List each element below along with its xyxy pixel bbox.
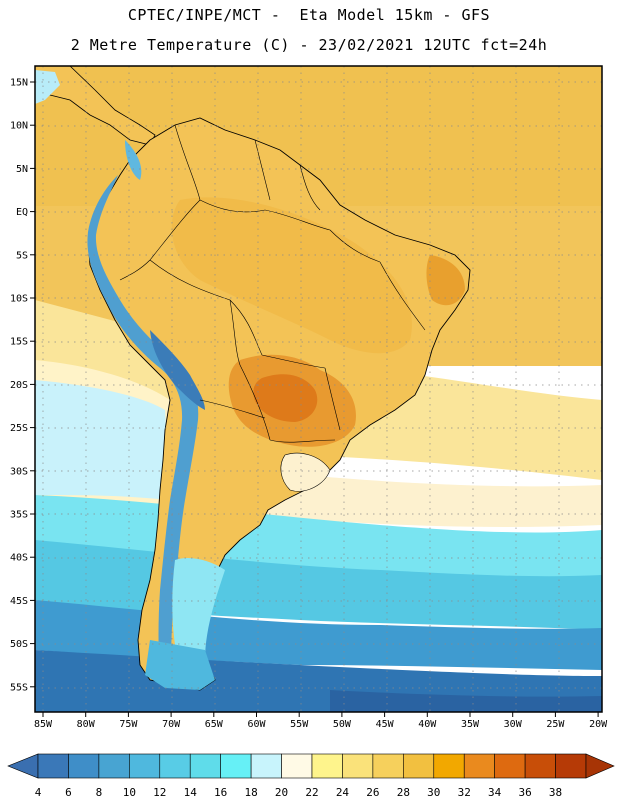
lat-label: 15S xyxy=(10,337,28,348)
legend-value: 22 xyxy=(305,786,318,799)
hot-core xyxy=(253,374,318,422)
lon-label: 55W xyxy=(290,719,309,730)
legend-low-arrow xyxy=(7,753,39,779)
lat-label: 35S xyxy=(10,510,28,521)
ocean-band-cool xyxy=(35,380,170,500)
legend-value: 6 xyxy=(65,786,72,799)
mexico-coast xyxy=(35,70,60,104)
lat-label: 10S xyxy=(10,294,28,305)
legend-swatch xyxy=(220,753,252,779)
lon-label: 50W xyxy=(333,719,352,730)
legend-value: 38 xyxy=(549,786,562,799)
legend-value: 4 xyxy=(35,786,42,799)
legend-swatch xyxy=(524,753,556,779)
legend-swatch xyxy=(98,753,130,779)
legend-swatch xyxy=(494,753,526,779)
legend-swatch xyxy=(342,753,374,779)
legend-swatch xyxy=(433,753,465,779)
legend-value: 34 xyxy=(488,786,502,799)
lon-label: 20W xyxy=(589,719,608,730)
legend-swatch xyxy=(37,753,69,779)
map-frame xyxy=(34,65,603,713)
legend-swatch xyxy=(463,753,495,779)
patagonia xyxy=(172,558,225,670)
lat-label: 25S xyxy=(10,423,28,434)
map-subtitle: 2 Metre Temperature (C) - 23/02/2021 12U… xyxy=(70,36,548,54)
uruguay xyxy=(280,452,331,492)
lon-label: 85W xyxy=(34,719,53,730)
legend-swatch xyxy=(68,753,100,779)
legend-value: 24 xyxy=(336,786,350,799)
legend-high-arrow xyxy=(585,753,615,779)
lat-label: EQ xyxy=(16,207,28,218)
ocean-band-pale-east xyxy=(250,470,602,527)
andes-high xyxy=(150,330,205,410)
legend-value: 18 xyxy=(244,786,257,799)
andes-range xyxy=(87,175,199,680)
warm-interior xyxy=(171,197,412,354)
color-legend: 4 6 8 10 12 14 16 18 20 22 24 26 28 30 32 34 36 38 xyxy=(7,753,615,799)
legend-swatch xyxy=(250,753,282,779)
latitude-axis: 15N 10N 5N EQ 5S 10S 15S 20S 25S 30S 35S 40S 45S 50S 5… xyxy=(10,78,35,693)
legend-value: 14 xyxy=(184,786,198,799)
lat-label: 30S xyxy=(10,466,28,477)
legend-value: 8 xyxy=(96,786,103,799)
country-borders xyxy=(119,124,426,443)
lon-label: 70W xyxy=(162,719,181,730)
legend-value: 16 xyxy=(214,786,227,799)
andes-north xyxy=(125,140,142,180)
legend-swatch xyxy=(311,753,343,779)
lat-label: 10N xyxy=(10,121,28,132)
legend-value: 20 xyxy=(275,786,288,799)
legend-swatch xyxy=(372,753,404,779)
lon-label: 25W xyxy=(546,719,565,730)
legend-value: 12 xyxy=(153,786,166,799)
lon-label: 65W xyxy=(205,719,224,730)
lon-label: 80W xyxy=(77,719,96,730)
legend-value: 26 xyxy=(366,786,379,799)
legend-swatch xyxy=(129,753,161,779)
lon-label: 35W xyxy=(461,719,480,730)
lon-label: 40W xyxy=(418,719,437,730)
legend-value: 32 xyxy=(458,786,471,799)
longitude-axis: 85W 80W 75W 70W 65W 60W 55W 50W 45W 40W 35W 30W 25W 2… xyxy=(34,712,608,730)
ocean-band-deep xyxy=(330,690,602,712)
lon-label: 75W xyxy=(119,719,138,730)
lat-label: 45S xyxy=(10,596,28,607)
central-america xyxy=(35,66,156,146)
legend-value: 36 xyxy=(518,786,531,799)
lat-label: 5S xyxy=(16,250,28,261)
legend-value: 30 xyxy=(427,786,440,799)
lat-label: 20S xyxy=(10,380,28,391)
lat-label: 40S xyxy=(10,553,28,564)
legend-value: 10 xyxy=(123,786,136,799)
lat-label: 15N xyxy=(10,78,28,89)
lat-label: 5N xyxy=(16,164,28,175)
legend-swatch xyxy=(159,753,191,779)
legend-value: 28 xyxy=(397,786,410,799)
legend-swatch xyxy=(403,753,435,779)
lon-label: 30W xyxy=(504,719,523,730)
lat-label: 55S xyxy=(10,682,28,693)
lon-label: 45W xyxy=(376,719,395,730)
legend-swatch xyxy=(281,753,313,779)
warm-northeast xyxy=(426,255,465,306)
legend-swatch xyxy=(189,753,221,779)
map-title: CPTEC/INPE/MCT - Eta Model 15km - GFS xyxy=(127,6,491,24)
legend-swatch xyxy=(555,753,587,779)
lat-label: 50S xyxy=(10,639,28,650)
lon-label: 60W xyxy=(247,719,266,730)
patagonia-south xyxy=(145,640,215,690)
